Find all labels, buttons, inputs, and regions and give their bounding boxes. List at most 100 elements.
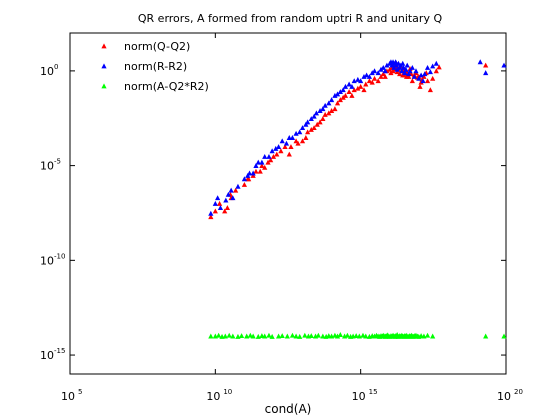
q-error-point <box>308 126 314 132</box>
q-error-point <box>417 83 423 89</box>
r-error-point <box>230 195 236 201</box>
residual-point <box>363 333 369 339</box>
r-error-point <box>346 81 352 87</box>
q-error-point <box>346 89 352 95</box>
q-error-point <box>314 121 320 127</box>
x-tick-label-exponent: 15 <box>369 388 378 396</box>
q-error-point <box>361 87 367 93</box>
r-error-point <box>501 62 507 68</box>
r-error-point <box>253 163 259 168</box>
r-error-point <box>289 135 296 140</box>
x-tick-label-exponent: 20 <box>514 388 523 396</box>
q-error-point <box>322 111 328 117</box>
legend-marker <box>101 43 107 49</box>
r-error-point <box>250 170 256 176</box>
y-tick-label-base: 10 <box>40 160 54 173</box>
r-error-point <box>382 68 388 74</box>
r-error-point <box>208 210 214 216</box>
r-error-point <box>262 153 268 159</box>
r-error-point <box>326 100 332 106</box>
q-error-point <box>288 144 294 150</box>
q-error-point <box>233 187 239 193</box>
r-error-point <box>334 91 341 97</box>
q-error-point <box>246 176 252 182</box>
r-error-point <box>416 75 422 81</box>
y-tick-label: 10 -10 <box>40 252 65 267</box>
y-tick-label-base: 10 <box>40 349 54 362</box>
q-error-point <box>311 125 317 131</box>
r-error-point <box>299 125 306 131</box>
r-error-point <box>358 78 364 84</box>
residual-point <box>293 333 299 339</box>
r-error-point <box>225 191 231 197</box>
residual-point <box>284 333 290 339</box>
r-error-point <box>409 64 415 70</box>
r-error-point <box>308 116 314 122</box>
residual-point <box>424 332 431 338</box>
r-error-point <box>297 129 303 135</box>
q-error-point <box>305 129 311 135</box>
r-error-point <box>255 159 261 165</box>
residual-point <box>315 332 321 338</box>
r-error-point <box>269 148 275 154</box>
residual-point <box>483 333 489 339</box>
q-error-point <box>380 71 386 77</box>
residual-point <box>230 333 236 339</box>
residual-point <box>208 333 214 339</box>
r-error-point <box>422 71 428 77</box>
q-error-point <box>371 75 378 81</box>
r-error-point <box>427 69 433 75</box>
r-error-point <box>433 60 439 66</box>
residual-point <box>297 333 303 339</box>
r-error-point <box>241 176 247 182</box>
y-tick-label-exponent: -10 <box>54 252 65 260</box>
r-error-point <box>366 73 373 79</box>
r-error-point <box>401 64 407 70</box>
q-error-point <box>351 87 357 93</box>
r-error-point <box>311 113 317 119</box>
q-error-point <box>358 83 364 89</box>
r-error-point <box>394 66 400 72</box>
y-tick-label: 10 -15 <box>40 347 65 362</box>
q-error-point <box>421 73 427 79</box>
r-error-point <box>361 73 367 79</box>
x-tick-label-base: 10 <box>206 390 220 403</box>
r-error-point <box>404 62 410 68</box>
r-error-point <box>332 92 338 98</box>
r-error-point <box>273 145 279 151</box>
residual-point <box>320 333 326 339</box>
x-tick-label-base: 10 <box>497 390 511 403</box>
q-error-point <box>326 110 332 116</box>
q-error-point <box>342 92 349 98</box>
q-error-point <box>436 64 442 70</box>
series-1 <box>208 59 507 216</box>
r-error-point <box>380 64 386 70</box>
x-tick-label-exponent: 10 <box>223 388 232 396</box>
chart-title: QR errors, A formed from random uptri R … <box>138 12 443 25</box>
residual-point <box>226 332 232 338</box>
q-error-point <box>268 157 274 163</box>
legend-label: norm(R-R2) <box>124 60 187 73</box>
x-tick-label-exponent: 5 <box>78 388 82 396</box>
legend-marker <box>101 83 107 89</box>
q-error-point <box>274 151 280 157</box>
q-error-point <box>409 78 415 84</box>
residual-point <box>279 333 285 339</box>
residual-point <box>337 332 343 337</box>
r-error-point <box>406 71 412 77</box>
q-error-point <box>382 73 388 79</box>
y-tick-label-base: 10 <box>40 65 54 78</box>
q-error-point <box>262 164 268 170</box>
x-tick-label-base: 10 <box>61 390 75 403</box>
residual-point <box>250 333 256 339</box>
r-error-point <box>322 102 328 108</box>
residual-point <box>275 333 282 339</box>
r-error-point <box>384 62 390 68</box>
r-error-point <box>402 70 408 76</box>
q-error-point <box>224 205 230 211</box>
q-error-point <box>295 140 301 146</box>
q-error-point <box>270 153 277 159</box>
